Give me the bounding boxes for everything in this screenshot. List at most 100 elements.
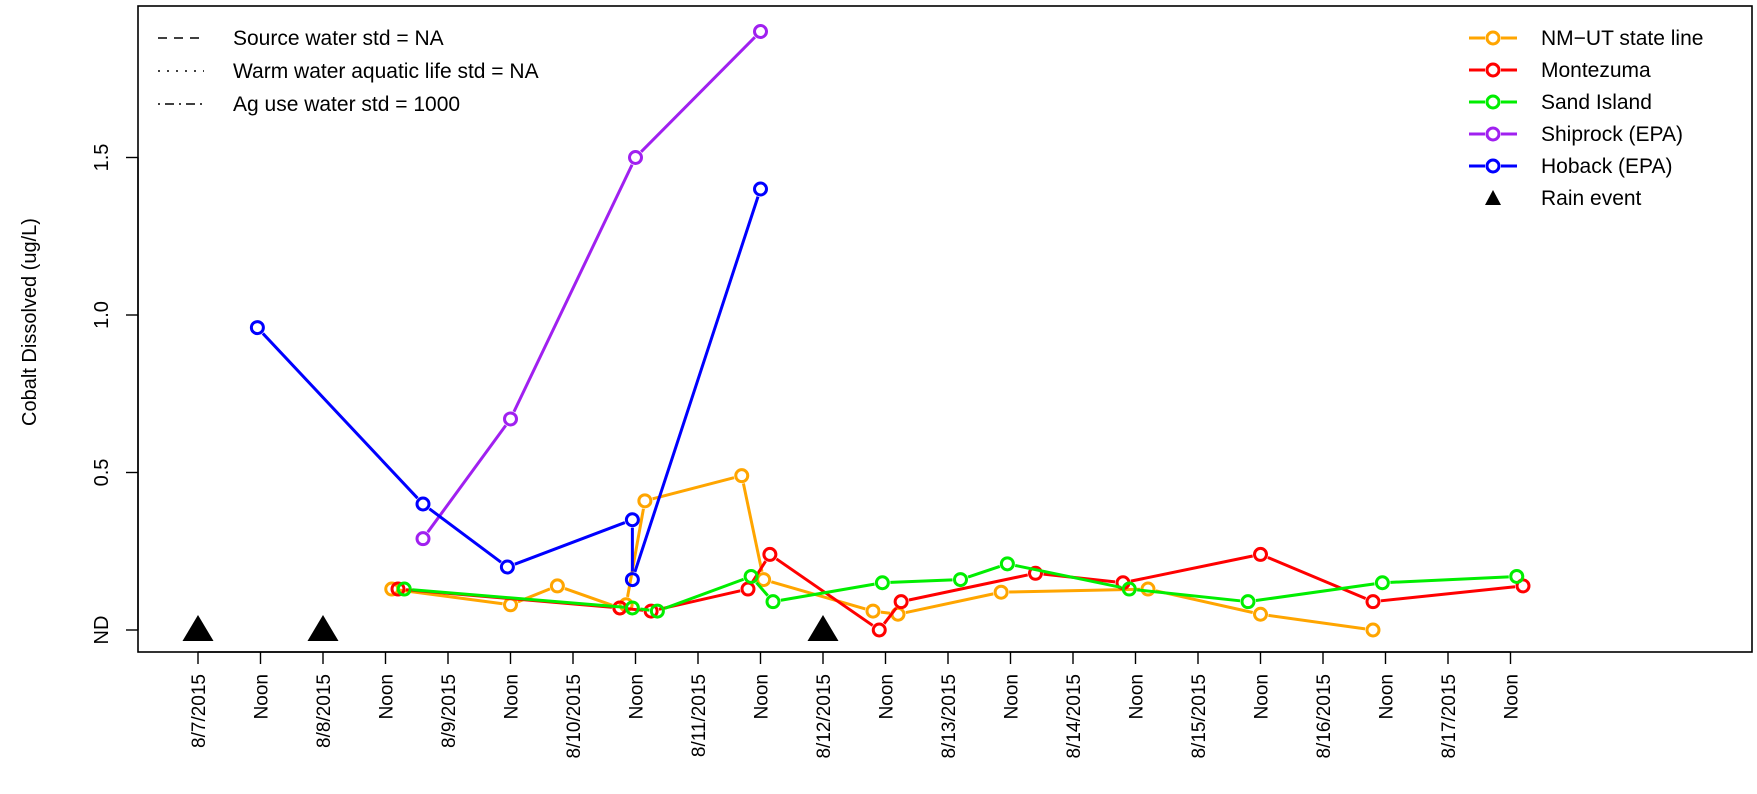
data-point [1365, 622, 1381, 638]
y-tick-label: 1.0 [91, 301, 113, 329]
legend-label: Sand Island [1541, 91, 1652, 114]
series-line-segment [1137, 588, 1241, 603]
series-line-segment [399, 588, 503, 606]
data-point [871, 622, 887, 638]
series-line-segment [770, 580, 866, 611]
x-tick-label: Noon [1252, 674, 1273, 719]
x-tick-label: 8/7/2015 [189, 674, 210, 748]
series-group [249, 24, 1531, 638]
data-point [396, 581, 412, 597]
series-line-segment [1268, 613, 1366, 631]
data-point [734, 468, 750, 484]
x-tick-label: Noon [877, 674, 898, 719]
legend-key-marker [1485, 30, 1501, 46]
data-point [503, 411, 518, 427]
data-point [624, 600, 640, 616]
series-line-segment [564, 587, 613, 607]
series-0 [384, 468, 1381, 638]
data-point [865, 603, 881, 619]
standard-label: Ag use water std = 1000 [233, 93, 460, 116]
series-4 [249, 181, 768, 588]
series-line-segment [890, 578, 953, 584]
data-point [249, 320, 265, 336]
series-line-segment [633, 196, 760, 573]
data-point [624, 512, 640, 528]
data-point [643, 603, 659, 619]
series-line-segment [652, 476, 735, 501]
series-line-segment [882, 607, 898, 625]
legend-label: Rain event [1541, 187, 1642, 210]
data-point [874, 575, 890, 591]
series-line-segment [905, 592, 994, 615]
rain-event-marker [182, 615, 214, 641]
data-point [415, 496, 431, 512]
x-tick-label: 8/8/2015 [314, 674, 335, 748]
series-line-segment [1390, 575, 1509, 584]
x-tick-label: Noon [752, 674, 773, 719]
data-point [1365, 594, 1381, 610]
data-point [1121, 581, 1137, 597]
series-line-segment [512, 164, 634, 413]
series-line-segment [640, 607, 650, 612]
x-axis: 8/7/2015 Noon 8/8/2015 Noon 8/9/2015 Noon 8/10… [189, 651, 1523, 759]
data-point [740, 581, 756, 597]
series-line-segment [741, 483, 764, 573]
rain-event-marker [307, 615, 339, 641]
data-point [649, 603, 665, 619]
series-line-segment [780, 582, 875, 602]
standards-legend: Source water std = NA Warm water aquatic … [158, 27, 539, 116]
rain-event-marker [807, 615, 839, 641]
series-line-segment [751, 560, 767, 584]
data-point [628, 150, 643, 165]
data-point [999, 556, 1015, 572]
series-line-segment [1009, 587, 1141, 594]
y-tick-label: 1.5 [91, 144, 113, 172]
series-line-segment [514, 521, 626, 566]
data-point [753, 24, 768, 39]
y-axis-label: Cobalt Dissolved (ug/L) [19, 218, 41, 426]
legend-rain-marker [1485, 190, 1501, 205]
legend-label: Montezuma [1541, 59, 1651, 82]
data-point [1509, 568, 1525, 584]
x-tick-label: Noon [1502, 674, 1523, 719]
data-point [765, 594, 781, 610]
x-tick-label: 8/15/2015 [1189, 674, 1210, 759]
series-line-segment [428, 507, 502, 564]
x-tick-label: Noon [1002, 674, 1023, 719]
data-point [1374, 575, 1390, 591]
legend-label: Hoback (EPA) [1541, 155, 1673, 178]
legend-label: Shiprock (EPA) [1541, 123, 1683, 146]
series-line-segment [626, 508, 645, 598]
series-line-segment [261, 332, 419, 500]
series-line-segment [640, 36, 756, 153]
legend-key-marker [1485, 158, 1501, 174]
series-line-segment [967, 564, 1001, 579]
data-point [953, 572, 968, 588]
series-1 [390, 546, 1531, 638]
x-tick-label: Noon [377, 674, 398, 719]
data-point [1028, 565, 1043, 581]
rain-event-markers [182, 615, 839, 641]
standard-label: Warm water aquatic life std = NA [233, 60, 539, 83]
data-point [893, 594, 909, 610]
x-tick-label: 8/13/2015 [939, 674, 960, 759]
series-line-segment [1267, 556, 1367, 600]
data-point [1253, 606, 1268, 622]
x-tick-label: 8/10/2015 [564, 674, 585, 759]
series-line-segment [880, 610, 891, 615]
series-3 [415, 24, 768, 547]
y-axis: ND 0.5 1.0 1.5 [91, 144, 139, 644]
data-point [762, 546, 778, 562]
x-tick-label: Noon [252, 674, 273, 719]
x-tick-label: Noon [1127, 674, 1148, 719]
x-tick-label: Noon [627, 674, 648, 719]
x-tick-label: 8/17/2015 [1439, 674, 1460, 759]
series-line-segment [1130, 554, 1253, 583]
x-tick-label: 8/16/2015 [1314, 674, 1335, 759]
series-2 [396, 556, 1525, 619]
data-point [743, 568, 759, 584]
series-line-segment [1380, 585, 1516, 603]
y-tick-label: 0.5 [91, 459, 113, 487]
x-tick-label: 8/14/2015 [1064, 674, 1085, 759]
